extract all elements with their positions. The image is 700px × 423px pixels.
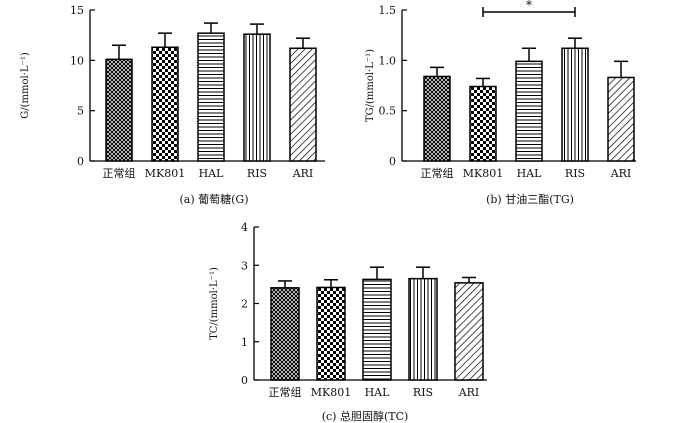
category-label: ARI bbox=[292, 167, 314, 180]
category-label: MK801 bbox=[311, 386, 351, 399]
chart-glucose: 0 5 10 15 G/(mmol·L⁻¹) 正常组 MK801 HAL RIS ARI (a) 葡… bbox=[20, 4, 325, 206]
bar bbox=[408, 277, 438, 381]
category-label: RIS bbox=[565, 167, 585, 180]
category-label: HAL bbox=[199, 167, 225, 180]
y-axis-label: TC/(mmol·L⁻¹) bbox=[209, 267, 220, 340]
chart-caption: (a) 葡萄糖(G) bbox=[179, 192, 248, 206]
y-tick-label: 0.5 bbox=[379, 105, 397, 118]
bar bbox=[454, 282, 484, 381]
category-label: ARI bbox=[610, 167, 632, 180]
bar bbox=[515, 60, 543, 162]
category-label: MK801 bbox=[145, 167, 185, 180]
category-label: 正常组 bbox=[421, 166, 454, 180]
chart-caption: (c) 总胆固醇(TC) bbox=[322, 409, 409, 423]
category-label: ARI bbox=[458, 386, 480, 399]
category-label: 正常组 bbox=[103, 166, 136, 180]
category-label: RIS bbox=[247, 167, 267, 180]
y-axis-label: TG/(mmol·L⁻¹) bbox=[365, 49, 376, 122]
y-tick-label: 3 bbox=[241, 259, 248, 272]
bar bbox=[469, 85, 497, 162]
y-tick-label: 4 bbox=[241, 221, 248, 234]
y-tick-label: 2 bbox=[241, 298, 248, 311]
chart-triglyceride: 0 0.5 1.0 1.5 TG/(mmol·L⁻¹) 正常组 MK801 HAL RIS ARI… bbox=[365, 0, 636, 206]
y-tick-label: 10 bbox=[70, 54, 84, 67]
bar bbox=[561, 47, 589, 162]
y-tick-label: 0 bbox=[241, 374, 248, 387]
category-label: 正常组 bbox=[269, 385, 302, 399]
y-tick-label: 1.0 bbox=[379, 54, 397, 67]
chart-caption: (b) 甘油三酯(TG) bbox=[486, 192, 574, 206]
y-axis-label: G/(mmol·L⁻¹) bbox=[20, 52, 31, 119]
bar bbox=[243, 33, 271, 162]
bar bbox=[423, 75, 451, 162]
bar bbox=[289, 47, 317, 162]
y-tick-label: 1.5 bbox=[379, 4, 397, 17]
category-label: RIS bbox=[413, 386, 433, 399]
bar bbox=[316, 286, 346, 381]
bar bbox=[151, 46, 179, 162]
bar bbox=[362, 278, 392, 381]
bar bbox=[270, 287, 300, 381]
significance-label: * bbox=[526, 0, 532, 12]
bar bbox=[607, 76, 635, 162]
y-tick-label: 5 bbox=[77, 105, 84, 118]
bar bbox=[105, 58, 133, 162]
chart-total-cholesterol: 0 1 2 3 4 TC/(mmol·L⁻¹) 正常组 MK801 HAL RIS ARI (c) 总… bbox=[209, 221, 487, 423]
bar bbox=[197, 32, 225, 162]
y-tick-label: 0 bbox=[389, 155, 396, 168]
category-label: HAL bbox=[517, 167, 543, 180]
category-label: MK801 bbox=[463, 167, 503, 180]
y-tick-label: 15 bbox=[70, 4, 84, 17]
category-label: HAL bbox=[365, 386, 391, 399]
y-tick-label: 0 bbox=[77, 155, 84, 168]
y-tick-label: 1 bbox=[241, 336, 248, 349]
